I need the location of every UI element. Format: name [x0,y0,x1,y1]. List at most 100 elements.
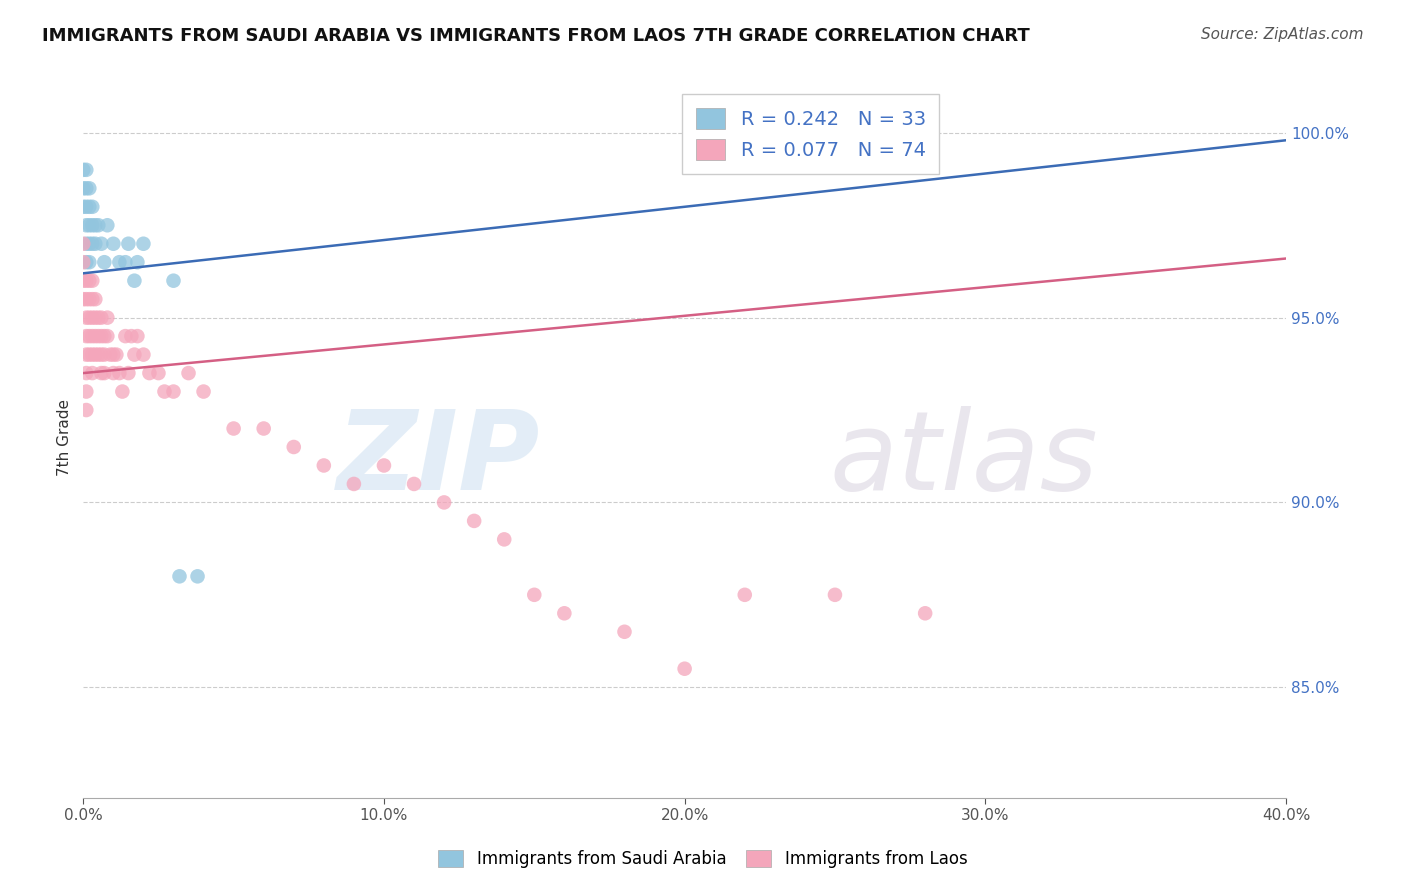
Point [613,624,636,639]
Point [79,181,101,195]
Point [111,384,134,399]
Point [103,366,125,380]
Point [79,274,101,288]
Point [153,384,176,399]
Point [79,255,101,269]
Point [96,329,118,343]
Point [132,236,155,251]
Point [84,219,107,233]
Point [132,348,155,362]
Point [177,366,200,380]
Point [75,403,97,417]
Point [114,329,136,343]
Point [87,310,110,325]
Point [108,366,131,380]
Point [87,329,110,343]
Point [673,662,696,676]
Point [117,366,139,380]
Point [105,348,128,362]
Point [824,588,846,602]
Point [87,348,110,362]
Point [90,329,112,343]
Point [82,310,104,325]
Point [127,329,149,343]
Point [75,236,97,251]
Point [402,477,425,491]
Point [108,255,131,269]
Point [75,255,97,269]
Point [72,292,94,306]
Point [87,219,110,233]
Point [162,384,184,399]
Point [103,236,125,251]
Text: Source: ZipAtlas.com: Source: ZipAtlas.com [1201,27,1364,42]
Point [114,255,136,269]
Point [124,274,146,288]
Point [98,348,121,362]
Text: ZIP: ZIP [337,406,540,513]
Point [433,495,456,509]
Legend: Immigrants from Saudi Arabia, Immigrants from Laos: Immigrants from Saudi Arabia, Immigrants… [432,843,974,875]
Point [553,607,575,621]
Point [93,366,115,380]
Point [79,219,101,233]
Point [373,458,395,473]
Point [75,348,97,362]
Point [75,384,97,399]
Point [120,329,142,343]
Point [124,348,146,362]
Point [138,366,160,380]
Point [75,162,97,177]
Point [103,348,125,362]
Point [93,255,115,269]
Point [79,236,101,251]
Text: atlas: atlas [830,406,1098,513]
Point [72,255,94,269]
Point [96,310,118,325]
Point [253,421,276,435]
Point [72,162,94,177]
Point [127,255,149,269]
Point [75,366,97,380]
Point [75,274,97,288]
Point [75,219,97,233]
Point [82,348,104,362]
Point [82,366,104,380]
Point [79,329,101,343]
Point [79,348,101,362]
Point [734,588,756,602]
Point [79,310,101,325]
Point [79,200,101,214]
Point [82,329,104,343]
Point [494,533,516,547]
Point [117,236,139,251]
Point [312,458,335,473]
Point [169,569,191,583]
Point [187,569,209,583]
Point [82,200,104,214]
Point [75,292,97,306]
Point [84,310,107,325]
Point [72,181,94,195]
Point [463,514,485,528]
Point [162,274,184,288]
Legend: R = 0.242   N = 33, R = 0.077   N = 74: R = 0.242 N = 33, R = 0.077 N = 74 [682,95,939,174]
Y-axis label: 7th Grade: 7th Grade [58,400,72,476]
Point [75,310,97,325]
Point [523,588,546,602]
Point [90,236,112,251]
Point [72,200,94,214]
Point [75,200,97,214]
Point [343,477,366,491]
Point [84,329,107,343]
Point [82,236,104,251]
Point [90,348,112,362]
Point [193,384,215,399]
Point [90,366,112,380]
Point [914,607,936,621]
Point [72,236,94,251]
Point [96,219,118,233]
Point [82,219,104,233]
Point [72,274,94,288]
Text: IMMIGRANTS FROM SAUDI ARABIA VS IMMIGRANTS FROM LAOS 7TH GRADE CORRELATION CHART: IMMIGRANTS FROM SAUDI ARABIA VS IMMIGRAN… [42,27,1031,45]
